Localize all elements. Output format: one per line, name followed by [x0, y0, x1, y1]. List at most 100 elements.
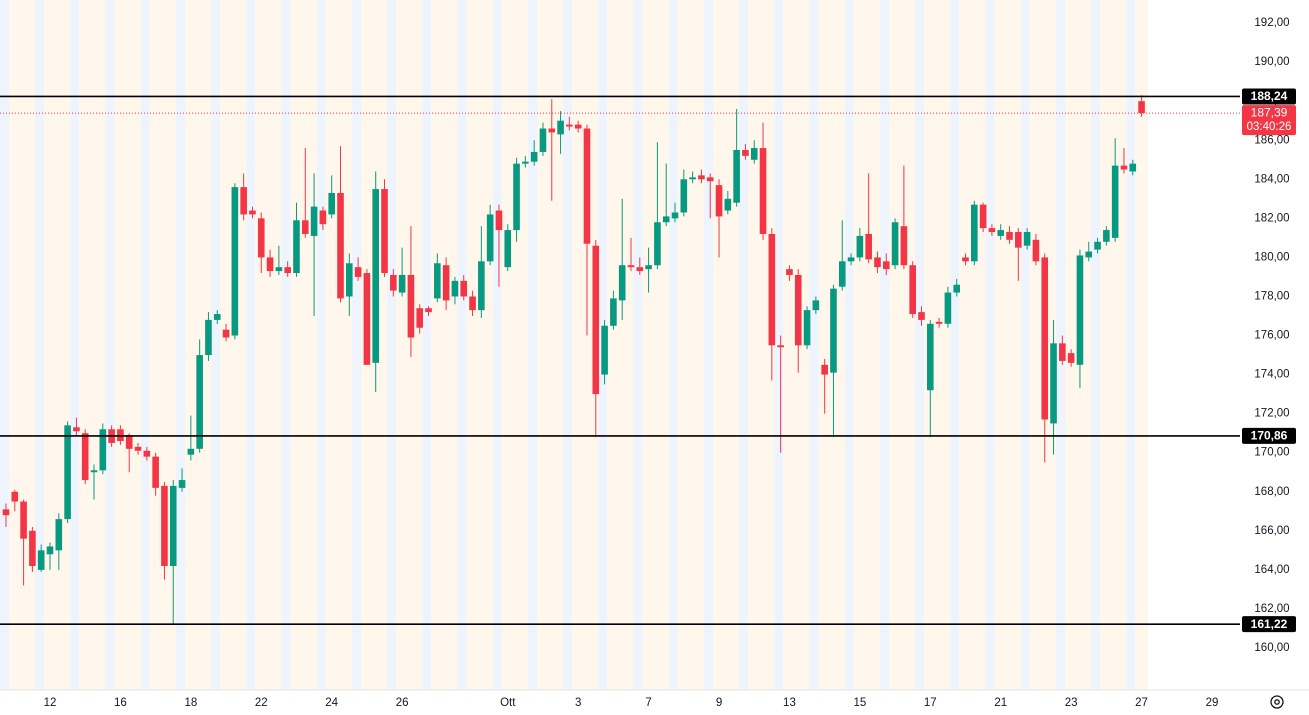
y-tick-label: 178,00	[1254, 290, 1289, 302]
candle-body	[495, 210, 503, 231]
x-tick-label: 27	[1135, 697, 1148, 709]
candle-body	[830, 288, 837, 373]
candle-body	[1076, 255, 1084, 365]
candle-body	[187, 448, 195, 455]
candle-body	[257, 218, 265, 258]
level-label: 161,22	[1251, 617, 1288, 631]
candle-body	[1023, 232, 1031, 246]
candle-body	[742, 149, 749, 156]
candle-body	[266, 257, 274, 272]
candle-body	[953, 284, 961, 293]
candle-body	[460, 280, 468, 297]
candle-body	[284, 267, 291, 274]
candle-body	[891, 222, 899, 266]
candle-body	[874, 257, 881, 268]
candle-body	[583, 128, 591, 244]
last-price-label: 187,39	[1251, 105, 1288, 119]
candle-body	[1085, 251, 1093, 258]
x-tick-label: 16	[114, 697, 127, 709]
candle-body	[909, 265, 916, 315]
candle-body	[1094, 241, 1101, 250]
candle-body	[442, 265, 450, 301]
candle-body	[689, 177, 696, 180]
x-tick-label: 23	[1065, 697, 1078, 709]
candle-body	[654, 222, 661, 266]
level-label-box	[1242, 427, 1296, 444]
candle-body	[81, 433, 89, 481]
candle-body	[416, 308, 424, 328]
settings-icon[interactable]	[1270, 695, 1284, 709]
candle-body	[275, 267, 283, 272]
candle-body	[971, 204, 978, 262]
settings-icon-ring[interactable]	[1270, 695, 1284, 709]
candle-body	[979, 204, 987, 229]
candle-body	[935, 321, 943, 324]
candle-body	[55, 519, 63, 551]
candle-body	[750, 148, 758, 160]
candle-body	[882, 261, 890, 270]
candle-body	[838, 261, 846, 287]
candle-body	[319, 210, 327, 225]
candle-body	[557, 120, 564, 135]
y-tick-label: 164,00	[1254, 564, 1289, 576]
candle-body	[381, 189, 388, 274]
candle-body	[363, 273, 371, 365]
candle-body	[1059, 343, 1066, 361]
candle-body	[328, 192, 335, 215]
x-tick-label: 15	[853, 697, 866, 709]
x-tick-label: 21	[994, 697, 1007, 709]
candle-body	[803, 310, 811, 346]
candle-body	[1050, 343, 1057, 424]
candle-body	[768, 233, 776, 346]
x-tick-label: 13	[783, 697, 796, 709]
candle-body	[574, 124, 582, 129]
candle-body	[161, 485, 168, 566]
y-tick-label: 166,00	[1254, 525, 1289, 537]
y-tick-label: 162,00	[1254, 603, 1289, 615]
candle-body	[812, 300, 820, 311]
x-tick-label: 18	[184, 697, 197, 709]
level-label: 188,24	[1251, 89, 1288, 103]
level-label: 170,86	[1251, 429, 1288, 443]
candle-body	[20, 501, 27, 539]
candle-body	[539, 128, 547, 152]
candle-body	[1067, 353, 1075, 363]
candle-body	[997, 230, 1005, 236]
candle-body	[618, 265, 626, 301]
y-tick-label: 190,00	[1254, 56, 1289, 68]
candle-body	[548, 128, 556, 133]
candle-body	[169, 485, 177, 566]
candle-body	[1129, 163, 1137, 172]
candle-body	[601, 325, 608, 375]
y-tick-label: 168,00	[1254, 486, 1289, 498]
candle-body	[143, 450, 151, 457]
y-tick-label: 182,00	[1254, 212, 1289, 224]
candle-body	[222, 329, 230, 338]
candle-body	[178, 480, 186, 488]
y-tick-label: 160,00	[1254, 642, 1289, 654]
candle-body	[1103, 230, 1110, 242]
candle-body	[1015, 232, 1022, 248]
y-tick-label: 180,00	[1254, 251, 1289, 263]
candle-body	[434, 263, 441, 299]
candle-body	[962, 257, 969, 262]
x-tick-label: 26	[396, 697, 409, 709]
candle-body	[240, 187, 247, 215]
x-tick-label: 3	[575, 697, 581, 709]
countdown-label: 03:40:26	[1247, 121, 1292, 133]
candle-body	[794, 274, 802, 346]
candle-body	[733, 149, 740, 203]
candle-body	[988, 228, 996, 233]
x-tick-label: Ott	[500, 697, 516, 709]
candle-body	[354, 267, 362, 277]
candle-body	[821, 364, 828, 375]
candle-body	[486, 214, 494, 262]
candle-body	[231, 187, 239, 336]
candle-body	[645, 265, 652, 270]
candle-body	[662, 216, 670, 223]
candle-body	[627, 265, 635, 268]
candle-body	[504, 230, 512, 268]
settings-icon-core[interactable]	[1274, 699, 1280, 705]
